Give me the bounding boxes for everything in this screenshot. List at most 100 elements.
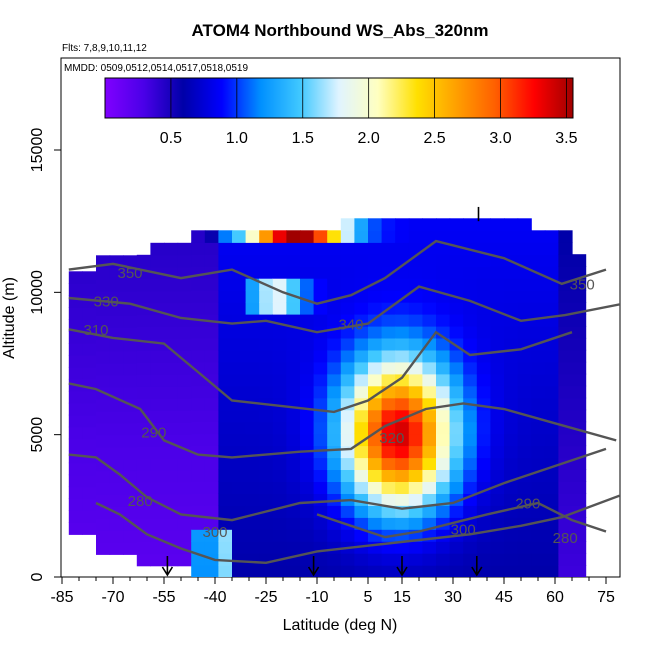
heatmap-cell bbox=[395, 230, 410, 243]
heatmap-cell bbox=[313, 553, 328, 566]
contour-line bbox=[68, 328, 573, 414]
heatmap-cell bbox=[68, 355, 83, 368]
heatmap-cell bbox=[340, 314, 355, 327]
heatmap-cell bbox=[368, 409, 383, 423]
heatmap-cell bbox=[463, 469, 478, 482]
heatmap-cell bbox=[191, 254, 206, 267]
heatmap-cell bbox=[96, 482, 111, 496]
heatmap-cell bbox=[245, 314, 260, 327]
heatmap-cell bbox=[381, 445, 396, 459]
heatmap-cell bbox=[286, 266, 301, 279]
heatmap-cell bbox=[177, 290, 192, 304]
heatmap-cell bbox=[245, 517, 260, 530]
heatmap-cell bbox=[517, 218, 532, 231]
heatmap-cell bbox=[245, 541, 260, 554]
heatmap-cell bbox=[368, 385, 383, 399]
heatmap-cell bbox=[327, 493, 342, 506]
heatmap-cell bbox=[150, 386, 165, 399]
heatmap-cell bbox=[327, 397, 342, 411]
heatmap-cell bbox=[164, 458, 179, 471]
heatmap-cell bbox=[476, 445, 491, 459]
heatmap-cell bbox=[381, 218, 396, 231]
heatmap-cell bbox=[531, 457, 546, 470]
heatmap-cell bbox=[340, 505, 355, 518]
heatmap-cell bbox=[259, 337, 274, 351]
heatmap-cell bbox=[436, 397, 451, 411]
heatmap-cell bbox=[327, 254, 342, 267]
heatmap-cell bbox=[218, 433, 233, 447]
heatmap-cell bbox=[68, 390, 83, 404]
heatmap-cell bbox=[272, 469, 287, 482]
heatmap-cell bbox=[96, 267, 111, 280]
contour-label: 300 bbox=[451, 521, 476, 538]
heatmap-cell bbox=[368, 242, 383, 255]
heatmap-cell bbox=[218, 445, 233, 459]
heatmap-cell bbox=[191, 469, 206, 482]
heatmap-cell bbox=[517, 529, 532, 542]
heatmap-cell bbox=[544, 529, 559, 542]
heatmap-cell bbox=[381, 457, 396, 470]
heatmap-cell bbox=[476, 409, 491, 423]
heatmap-cell bbox=[490, 218, 505, 231]
heatmap-cell bbox=[136, 541, 151, 555]
heatmap-cell bbox=[286, 421, 301, 435]
heatmap-cell bbox=[245, 242, 260, 255]
heatmap-cell bbox=[422, 290, 437, 303]
heatmap-cell bbox=[245, 433, 260, 447]
heatmap-cell bbox=[136, 529, 151, 543]
heatmap-cell bbox=[164, 302, 179, 316]
heatmap-cell bbox=[436, 373, 451, 387]
heatmap-cell bbox=[327, 421, 342, 435]
heatmap-cell bbox=[218, 361, 233, 375]
heatmap-cell bbox=[245, 385, 260, 399]
heatmap-cell bbox=[436, 230, 451, 243]
heatmap-cell bbox=[327, 433, 342, 447]
heatmap-cell bbox=[368, 266, 383, 279]
contour-label: 290 bbox=[141, 425, 166, 442]
heatmap-cell bbox=[232, 469, 247, 482]
heatmap-cell bbox=[232, 242, 247, 255]
colorbar-tick-label: 3.5 bbox=[555, 130, 577, 147]
heatmap-cell bbox=[313, 314, 328, 327]
heatmap-cell bbox=[191, 433, 206, 447]
heatmap-cell bbox=[313, 361, 328, 375]
heatmap-cell bbox=[68, 450, 83, 464]
y-tick-label: 5000 bbox=[29, 417, 46, 453]
heatmap-cell bbox=[123, 291, 138, 304]
heatmap-cell bbox=[476, 254, 491, 267]
heatmap-cell bbox=[422, 421, 437, 435]
heatmap-cell bbox=[381, 230, 396, 243]
heatmap-cell bbox=[109, 494, 124, 507]
heatmap-cell bbox=[191, 409, 206, 423]
heatmap-cell bbox=[422, 409, 437, 423]
x-tick-label: -40 bbox=[203, 589, 226, 606]
flights-label: Flts: 7,8,9,10,11,12 bbox=[62, 43, 147, 54]
heatmap-cell bbox=[123, 458, 138, 472]
heatmap-cell bbox=[531, 290, 546, 303]
y-tick-label: 10000 bbox=[29, 270, 46, 315]
heatmap-cell bbox=[463, 529, 478, 542]
heatmap-cell bbox=[136, 505, 151, 519]
heatmap-cell bbox=[381, 349, 396, 363]
heatmap-cell bbox=[544, 254, 559, 267]
heatmap-cell bbox=[381, 505, 396, 518]
x-tick-label: -55 bbox=[152, 589, 175, 606]
heatmap-cell bbox=[136, 422, 151, 435]
heatmap-cell bbox=[395, 421, 410, 435]
heatmap-cell bbox=[313, 445, 328, 459]
heatmap-cell bbox=[218, 493, 233, 506]
heatmap-cell bbox=[232, 325, 247, 339]
heatmap-cell bbox=[340, 361, 355, 375]
heatmap-cell bbox=[177, 326, 192, 340]
x-tick-label: 30 bbox=[444, 589, 462, 606]
heatmap-cell bbox=[123, 279, 138, 292]
heatmap-cell bbox=[150, 446, 165, 459]
heatmap-cell bbox=[150, 517, 165, 531]
heatmap-cell bbox=[300, 242, 315, 255]
heatmap-cell bbox=[504, 349, 519, 363]
heatmap-cell bbox=[313, 517, 328, 530]
heatmap-cell bbox=[504, 242, 519, 255]
heatmap-cell bbox=[300, 421, 315, 435]
theta-contours: 350 330 310 290 280 300 340 320 290 280 300 350 bbox=[68, 239, 620, 565]
heatmap-cell bbox=[82, 343, 97, 356]
